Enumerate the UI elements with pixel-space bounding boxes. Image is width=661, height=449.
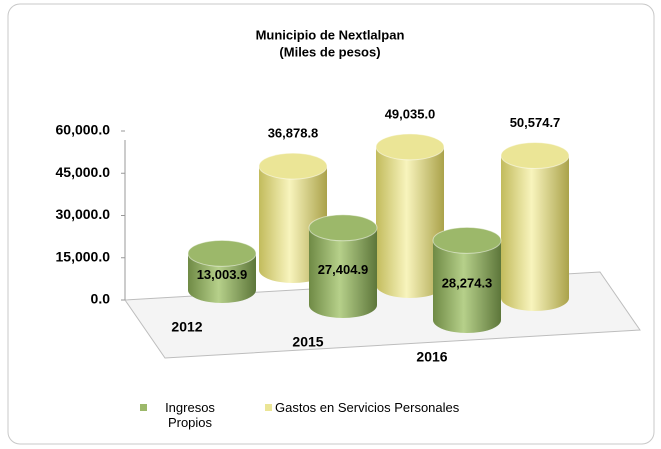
- cylinder-top: [432, 226, 502, 254]
- data-label: 27,404.9: [318, 262, 369, 277]
- legend-label: Gastos en Servicios Personales: [275, 400, 460, 415]
- cylinder-top: [308, 214, 378, 242]
- legend-label: Ingresos Propios: [165, 400, 215, 430]
- legend-item: Ingresos Propios: [140, 400, 230, 430]
- x-tick-label: 2015: [292, 334, 323, 350]
- data-label: 28,274.3: [442, 276, 493, 291]
- cylinder-top: [187, 239, 257, 267]
- legend-swatch: [265, 404, 272, 411]
- y-tick-label: 15,000.0: [56, 248, 111, 264]
- data-label: 13,003.9: [197, 267, 248, 282]
- cylinder-top: [375, 133, 445, 161]
- legend-swatch: [140, 404, 147, 411]
- chart-subtitle: (Miles de pesos): [279, 44, 380, 59]
- y-tick-label: 60,000.0: [56, 122, 111, 138]
- cylinder-top: [500, 142, 570, 170]
- legend-item: Gastos en Servicios Personales: [265, 400, 459, 415]
- cylinder-body: [501, 155, 569, 298]
- x-tick-label: 2016: [416, 349, 447, 365]
- cylinder-body: [376, 146, 444, 285]
- y-tick-label: 30,000.0: [56, 206, 111, 222]
- chart-title: Municipio de Nextlalpan: [256, 27, 405, 42]
- data-label: 50,574.7: [510, 115, 561, 130]
- data-label: 49,035.0: [385, 106, 436, 121]
- cylinder-top: [258, 152, 328, 180]
- data-label: 36,878.8: [268, 126, 319, 141]
- y-tick-label: 0.0: [91, 291, 111, 307]
- y-tick-label: 45,000.0: [56, 164, 111, 180]
- x-tick-label: 2012: [171, 319, 202, 335]
